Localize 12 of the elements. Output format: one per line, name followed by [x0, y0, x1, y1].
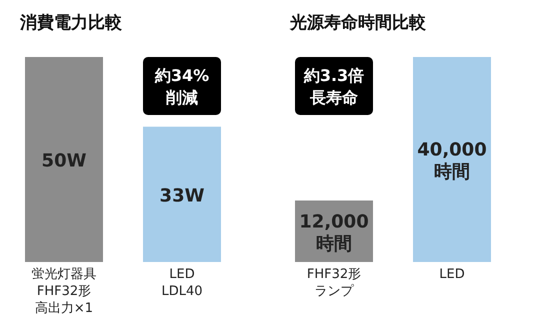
x-tick-label: FHF32形ランプ — [306, 267, 362, 299]
data-label: 40,000時間 — [417, 140, 487, 182]
annotation: 約3.3倍長寿命 — [302, 66, 364, 107]
x-tick-label: 蛍光灯器具FHF32形高出力×1 — [32, 267, 96, 316]
chart-title: 光源寿命時間比較 — [289, 13, 427, 33]
data-label: 12,000時間 — [299, 211, 369, 254]
x-tick-label: LED — [439, 267, 465, 282]
data-label: 33W — [160, 185, 205, 206]
chart-title: 消費電力比較 — [19, 13, 123, 33]
data-label: 50W — [42, 150, 87, 172]
x-tick-label: LED LDL40 — [161, 267, 203, 299]
annotation: 約34%削減 — [154, 66, 210, 107]
